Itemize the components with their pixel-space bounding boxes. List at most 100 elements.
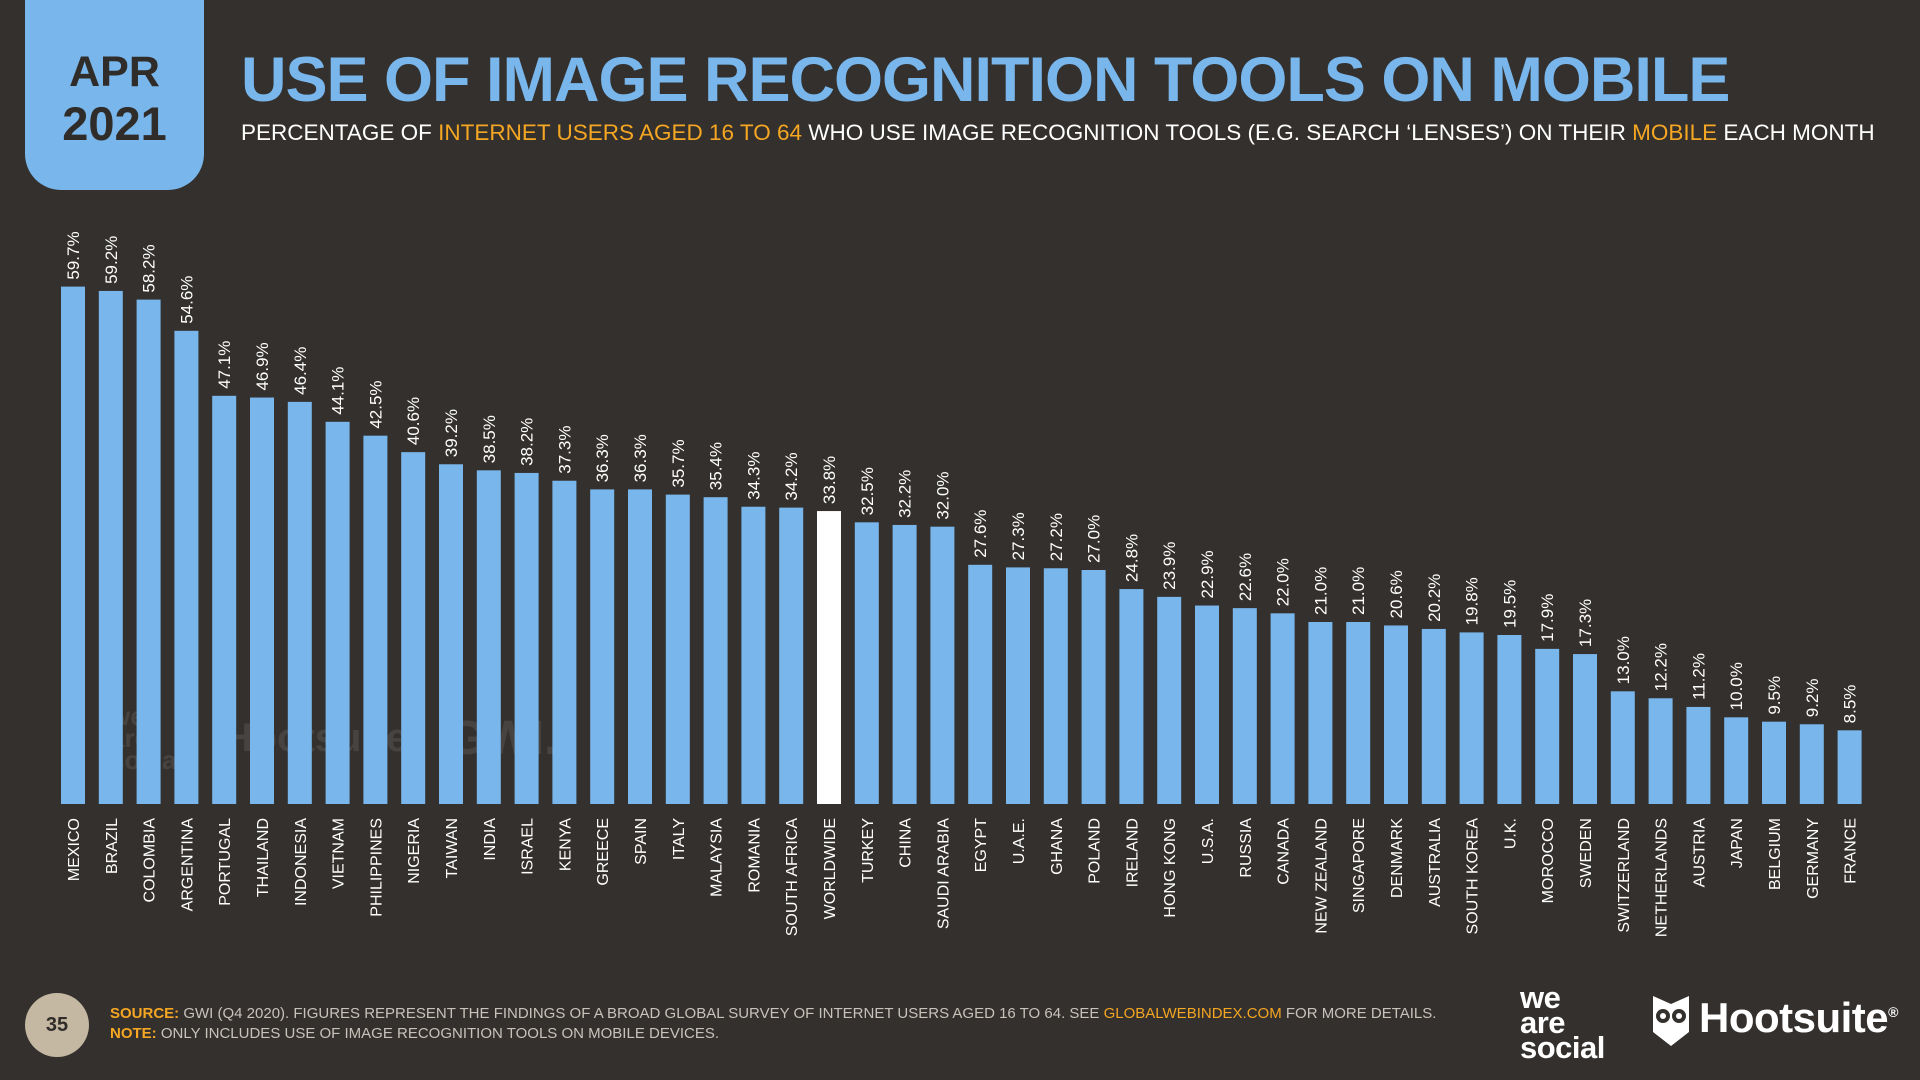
- value-label: 20.6%: [1387, 570, 1406, 618]
- bar-indonesia: [287, 401, 312, 804]
- category-label: PORTUGAL: [217, 818, 234, 906]
- date-badge: APR 2021: [25, 0, 204, 190]
- category-label: RUSSIA: [1238, 818, 1255, 878]
- value-label: 22.9%: [1198, 550, 1217, 598]
- we-are-social-logo: we are social: [1520, 982, 1605, 1063]
- value-label: 42.5%: [366, 380, 385, 428]
- value-label: 40.6%: [404, 397, 423, 445]
- category-label: COLOMBIA: [142, 818, 159, 903]
- bar-saudi-arabia: [930, 526, 955, 804]
- source-label: SOURCE:: [110, 1005, 180, 1022]
- bar-vietnam: [325, 421, 350, 804]
- bar-australia: [1421, 628, 1446, 804]
- bar-germany: [1799, 724, 1824, 804]
- source-link[interactable]: GLOBALWEBINDEX.COM: [1103, 1005, 1282, 1022]
- value-label: 34.2%: [782, 452, 801, 500]
- value-label: 46.4%: [291, 347, 310, 395]
- value-label: 12.2%: [1652, 643, 1671, 691]
- category-label: CANADA: [1276, 818, 1293, 885]
- subtitle-part: PERCENTAGE OF: [241, 120, 439, 145]
- bar-ghana: [1043, 568, 1068, 804]
- category-label: FRANCE: [1843, 818, 1860, 884]
- bar-u-k-: [1497, 635, 1522, 804]
- subtitle-highlight: MOBILE: [1632, 120, 1718, 145]
- bar-south-korea: [1459, 632, 1484, 804]
- category-label: GREECE: [595, 818, 612, 886]
- category-label: INDONESIA: [293, 818, 310, 906]
- category-label: INDIA: [482, 818, 499, 861]
- category-label: GHANA: [1049, 818, 1066, 875]
- category-label: HONG KONG: [1162, 818, 1179, 918]
- category-label: NEW ZEALAND: [1313, 818, 1330, 934]
- bar-japan: [1724, 717, 1749, 804]
- category-label: JAPAN: [1729, 818, 1746, 868]
- bar-portugal: [212, 395, 237, 804]
- source-note: SOURCE: GWI (Q4 2020). FIGURES REPRESENT…: [110, 1004, 1436, 1024]
- category-label: MEXICO: [66, 818, 83, 881]
- value-label: 20.2%: [1425, 574, 1444, 622]
- hootsuite-logo: Hootsuite®: [1699, 994, 1898, 1042]
- value-label: 47.1%: [215, 341, 234, 389]
- bar-nigeria: [401, 452, 426, 804]
- value-label: 38.2%: [518, 418, 537, 466]
- source-text: GWI (Q4 2020). FIGURES REPRESENT THE FIN…: [179, 1005, 1104, 1022]
- bar-singapore: [1346, 622, 1371, 804]
- source-tail: FOR MORE DETAILS.: [1281, 1005, 1437, 1022]
- bar-italy: [665, 494, 690, 804]
- value-label: 39.2%: [442, 409, 461, 457]
- category-label: AUSTRIA: [1691, 818, 1708, 888]
- value-label: 36.3%: [593, 434, 612, 482]
- value-label: 9.5%: [1765, 676, 1784, 715]
- category-label: EGYPT: [973, 818, 990, 872]
- bar-canada: [1270, 613, 1295, 804]
- category-label: IRELAND: [1124, 818, 1141, 887]
- value-label: 27.3%: [1009, 512, 1028, 560]
- note-label: NOTE:: [110, 1024, 157, 1042]
- value-label: 32.2%: [896, 470, 915, 518]
- bar-netherlands: [1648, 698, 1673, 804]
- value-label: 46.9%: [253, 342, 272, 390]
- bar-india: [476, 470, 501, 804]
- bar-south-africa: [779, 507, 804, 804]
- category-label: ROMANIA: [746, 818, 763, 893]
- category-label: SWITZERLAND: [1616, 818, 1633, 933]
- hootsuite-logo-mark: ®: [1888, 1004, 1898, 1020]
- category-label: U.K.: [1502, 818, 1519, 849]
- value-label: 27.2%: [1047, 513, 1066, 561]
- category-label: U.A.E.: [1011, 818, 1028, 864]
- value-label: 24.8%: [1122, 534, 1141, 582]
- value-label: 23.9%: [1160, 542, 1179, 590]
- category-label: BRAZIL: [104, 818, 121, 874]
- value-label: 35.4%: [707, 442, 726, 490]
- date-year: 2021: [62, 97, 167, 150]
- category-label: CHINA: [898, 818, 915, 868]
- category-label: MOROCCO: [1540, 818, 1557, 903]
- category-label: PHILIPPINES: [368, 818, 385, 917]
- bar-brazil: [98, 290, 123, 804]
- bar-morocco: [1535, 648, 1560, 804]
- value-label: 19.8%: [1463, 577, 1482, 625]
- value-label: 59.2%: [102, 236, 121, 284]
- category-label: WORLDWIDE: [822, 818, 839, 919]
- value-label: 17.3%: [1576, 599, 1595, 647]
- category-label: DENMARK: [1389, 818, 1406, 898]
- bar-kenya: [552, 480, 577, 804]
- value-label: 27.6%: [971, 510, 990, 558]
- category-label: ITALY: [671, 818, 688, 860]
- bar-u-a-e-: [1006, 567, 1030, 804]
- watermark-gwi: GWI.: [448, 711, 558, 765]
- footnotes: SOURCE: GWI (Q4 2020). FIGURES REPRESENT…: [110, 1004, 1436, 1043]
- bar-russia: [1232, 608, 1257, 804]
- bar-switzerland: [1610, 691, 1635, 804]
- value-label: 21.0%: [1311, 567, 1330, 615]
- bar-argentina: [174, 330, 199, 804]
- value-label: 32.5%: [858, 467, 877, 515]
- category-label: BELGIUM: [1767, 818, 1784, 890]
- value-label: 9.2%: [1803, 679, 1822, 718]
- category-label: VIETNAM: [331, 818, 348, 889]
- category-label: SPAIN: [633, 818, 650, 865]
- category-label: TURKEY: [860, 818, 877, 883]
- bar-new-zealand: [1308, 622, 1333, 804]
- category-label: NETHERLANDS: [1654, 818, 1671, 937]
